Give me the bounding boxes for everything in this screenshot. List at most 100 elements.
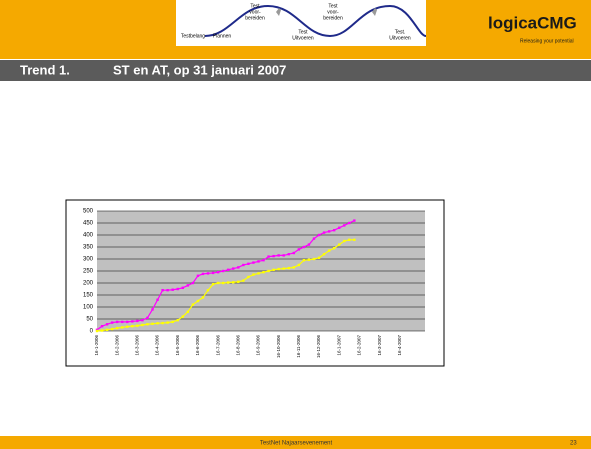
point [206,289,210,292]
x-tick-label: 16-10-2006 [276,335,281,359]
diagram-label: bereiden [245,15,265,21]
x-tick-label: 16-2-2006 [114,335,119,356]
point [181,315,184,318]
chart: 0 50 100 150 200 250 300 350 400 450 500 16-1-2006 1… [83,209,425,358]
point [100,329,104,332]
footer-band [0,436,591,449]
point [151,308,154,311]
point [267,255,270,258]
point [166,321,169,324]
x-tick-label: 16-3-2007 [377,335,382,356]
point [176,319,179,322]
point [121,320,124,324]
point [211,283,215,286]
point [191,281,195,285]
point [100,325,104,328]
point [332,247,336,250]
point [247,262,250,265]
x-tick-label: 16-11-2006 [296,335,301,358]
point [141,319,144,322]
point [216,271,220,274]
x-tick-label: 16-8-2006 [235,335,240,356]
diagram-wave [204,4,427,38]
point [317,256,321,259]
point [146,323,149,326]
point [232,267,235,270]
point [176,287,179,291]
y-tick-label: 300 [83,257,94,263]
point [105,323,109,326]
point [136,319,139,323]
point [186,284,190,287]
point [110,321,114,324]
point [196,274,200,277]
point [141,323,144,327]
x-tick-label: 16-4-2006 [155,335,160,356]
point [317,233,321,237]
point [151,322,154,325]
diagram-label: Test [250,3,260,9]
point [126,320,129,324]
point [95,329,99,333]
point [272,268,275,271]
point [312,237,316,240]
point [105,328,109,331]
point [191,303,195,306]
diagram-label: bereiden [323,15,343,21]
point [332,229,336,232]
footer-text: TestNet Najaarsevenement [260,441,333,447]
point [267,269,270,273]
point [247,275,250,279]
point [221,281,225,285]
point [307,258,311,261]
point [146,316,149,319]
point [115,320,119,324]
point [156,298,159,301]
point [136,324,139,327]
title-number: Trend 1. [20,62,70,77]
y-tick-label: 400 [83,233,94,239]
y-tick-label: 200 [83,281,94,287]
diagram-label: Testbelang [181,33,205,39]
point [297,263,301,267]
logo-tagline: Releasing your potential [520,38,574,44]
point [292,251,295,255]
point [287,253,290,256]
point [166,289,169,292]
point [257,260,260,263]
point [232,281,235,284]
y-tick-label: 0 [90,329,94,335]
point [262,259,265,262]
point [131,325,134,328]
point [237,280,240,283]
point [227,268,230,271]
diagram-label: Test [298,29,308,35]
point [161,321,164,325]
point [302,259,306,262]
point [322,231,326,234]
x-tick-label: 16-6-2006 [195,335,200,356]
point [348,221,351,225]
point [322,253,326,256]
point [287,266,290,270]
diagram-label: voor- [327,9,339,15]
title-text: ST en AT, op 31 januari 2007 [113,62,286,77]
point [181,286,184,289]
y-tick-label: 150 [83,293,94,299]
x-tick-label: 16-5-2006 [175,335,180,356]
y-tick-label: 50 [86,317,93,323]
point [110,327,114,331]
point [302,245,306,249]
point [307,243,311,246]
diagram-label: voor- [249,9,261,15]
x-tick-label: 16-9-2006 [256,335,261,356]
point [277,254,280,257]
point [252,261,255,264]
x-tick-label: 16-1-2006 [94,335,99,356]
point [327,230,331,233]
point [161,289,164,292]
point [211,271,215,275]
y-tick-label: 500 [83,209,94,215]
page-number: 23 [570,441,577,447]
point [221,269,225,273]
